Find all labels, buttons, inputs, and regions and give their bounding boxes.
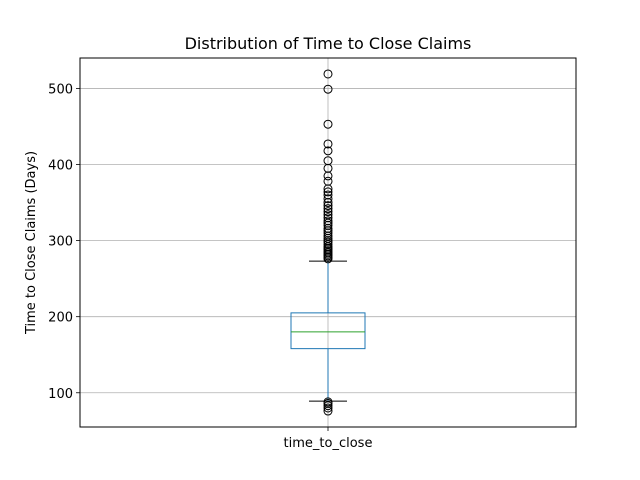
outlier-point <box>323 213 333 223</box>
outlier-point <box>323 146 333 156</box>
iqr-box <box>290 312 366 350</box>
outlier-point <box>323 216 333 226</box>
outlier-point <box>323 204 333 214</box>
outlier-point <box>323 207 333 217</box>
y-tick-label: 400 <box>48 159 73 174</box>
y-axis-label: Time to Close Claims (Days) <box>24 151 39 335</box>
outlier-point <box>323 194 333 204</box>
outlier-point <box>323 403 333 413</box>
outlier-point <box>323 190 333 200</box>
outlier-point <box>323 84 333 94</box>
outlier-point <box>323 187 333 197</box>
y-tick-label: 500 <box>48 82 73 97</box>
outlier-point <box>323 156 333 166</box>
y-tick-label: 200 <box>48 311 73 326</box>
outlier-point <box>323 210 333 220</box>
outlier-point <box>323 397 333 407</box>
y-axis-ticks: 100 200 300 400 500 <box>48 82 80 402</box>
chart-title: Distribution of Time to Close Claims <box>185 34 472 53</box>
outlier-point <box>323 139 333 149</box>
outlier-point <box>323 119 333 129</box>
x-axis-ticks: time_to_close <box>284 427 373 451</box>
plot-marks <box>290 69 366 416</box>
outlier-point <box>323 176 333 186</box>
y-tick-label: 300 <box>48 235 73 250</box>
outlier-point <box>323 201 333 211</box>
outlier-point <box>323 401 333 411</box>
outlier-point <box>323 69 333 79</box>
y-tick-label: 100 <box>48 387 73 402</box>
x-tick-label: time_to_close <box>284 436 373 451</box>
